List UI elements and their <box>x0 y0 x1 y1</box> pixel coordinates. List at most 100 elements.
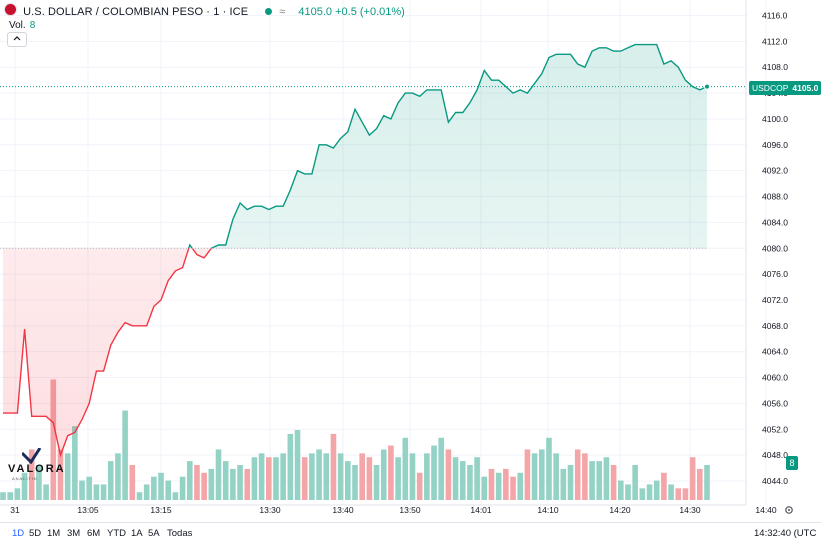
volume-bar <box>553 453 559 500</box>
y-tick-label: 4092.0 <box>762 166 788 176</box>
volume-bar <box>653 480 660 500</box>
volume-bar <box>244 468 251 500</box>
period-6m[interactable]: 6M <box>87 528 101 539</box>
volume-bar <box>258 453 265 500</box>
volume-bar <box>330 433 337 500</box>
volume-bar <box>582 453 588 500</box>
y-tick-label: 4044.0 <box>762 476 788 486</box>
period-5d[interactable]: 5D <box>29 528 42 539</box>
period-5a[interactable]: 5A <box>148 528 160 539</box>
volume-bar <box>186 461 193 500</box>
volume-bar <box>165 480 172 500</box>
volume-bar <box>215 449 222 500</box>
market-status-dot-icon <box>265 8 273 15</box>
volume-bar <box>574 449 581 500</box>
volume-bar <box>28 449 35 500</box>
x-tick-label: 14:20 <box>609 505 631 515</box>
volume-bar <box>510 476 516 500</box>
period-3m[interactable]: 3M <box>67 528 81 539</box>
volume-bars <box>0 379 710 500</box>
volume-bar <box>431 445 437 500</box>
x-tick-label: 13:40 <box>332 505 354 515</box>
volume-bar <box>64 453 71 500</box>
volume-bar <box>115 453 121 500</box>
volume-bar <box>129 465 136 500</box>
volume-bar <box>388 445 394 500</box>
volume-bar <box>661 472 667 500</box>
volume-bar <box>467 465 473 500</box>
volume-bar <box>265 457 272 500</box>
symbol-title[interactable]: U.S. DOLLAR / COLOMBIAN PESO · 1 · ICE <box>23 6 249 18</box>
volume-label: Vol. <box>9 20 26 31</box>
volume-bar <box>222 461 229 500</box>
volume-bar <box>93 484 100 500</box>
volume-bar <box>380 449 387 500</box>
volume-bar <box>646 484 653 500</box>
period-all[interactable]: Todas <box>167 528 193 539</box>
volume-value: 8 <box>29 20 36 31</box>
chevron-up-icon <box>13 36 21 41</box>
approx-icon: ≈ <box>279 6 286 18</box>
y-tick-label: 4108.0 <box>762 62 788 72</box>
volume-bar <box>79 480 85 500</box>
price-line-below <box>3 248 214 458</box>
volume-bar <box>495 472 502 500</box>
volume-tag: 8 <box>786 456 798 470</box>
volume-bar <box>323 453 330 500</box>
x-tick-label: 31 <box>10 505 20 515</box>
volume-bar <box>359 453 365 500</box>
volume-bar <box>7 492 13 500</box>
volume-bar <box>409 453 416 500</box>
period-ytd[interactable]: YTD <box>107 528 126 539</box>
volume-bar <box>0 492 6 500</box>
y-tick-label: 4072.0 <box>762 295 788 305</box>
volume-bar <box>531 453 538 500</box>
volume-bar <box>452 457 459 500</box>
volume-bar <box>294 430 301 500</box>
volume-bar <box>172 492 179 500</box>
us-flag-icon <box>4 3 17 16</box>
x-tick-label: 13:30 <box>259 505 281 515</box>
volume-bar <box>668 484 674 500</box>
volume-bar <box>445 449 452 500</box>
volume-bar <box>697 468 703 500</box>
logo-text: VALORA <box>8 463 66 475</box>
volume-bar <box>488 468 495 500</box>
collapse-legend-button[interactable] <box>7 32 27 47</box>
volume-bar <box>625 484 631 500</box>
volume-legend: Vol. 8 <box>9 20 35 31</box>
volume-bar <box>107 461 114 500</box>
y-tick-label: 4064.0 <box>762 347 788 357</box>
volume-bar <box>337 453 344 500</box>
volume-bar <box>316 449 322 500</box>
legend-price: 4105.0 <box>298 6 333 18</box>
volume-bar <box>143 484 150 500</box>
volume-bar <box>416 472 423 500</box>
volume-bar <box>366 457 373 500</box>
volume-bar <box>309 453 315 500</box>
volume-bar <box>273 457 279 500</box>
settings-gear-icon[interactable] <box>784 505 794 515</box>
volume-bar <box>14 488 21 500</box>
period-1a[interactable]: 1A <box>131 528 143 539</box>
volume-bar <box>617 480 624 500</box>
volume-bar <box>424 453 430 500</box>
price-tag-symbol: USDCOP <box>752 83 789 93</box>
y-tick-label: 4112.0 <box>762 36 788 46</box>
period-1m[interactable]: 1M <box>47 528 61 539</box>
y-tick-label: 4080.0 <box>762 243 788 253</box>
volume-bar <box>179 476 186 500</box>
chart-legend: U.S. DOLLAR / COLOMBIAN PESO · 1 · ICE ≈… <box>4 3 405 18</box>
volume-bar <box>208 468 215 500</box>
volume-bar <box>395 457 401 500</box>
volume-bar <box>287 433 294 500</box>
period-1d[interactable]: 1D <box>12 528 25 539</box>
price-tag-value: 4105.0 <box>792 83 819 93</box>
volume-bar <box>86 476 93 500</box>
volume-bar <box>136 492 143 500</box>
volume-bar <box>402 437 409 500</box>
price-line-above <box>188 43 708 249</box>
logo-subtext: ANALITIK <box>12 476 38 481</box>
volume-bar <box>43 484 49 500</box>
y-tick-label: 4052.0 <box>762 424 788 434</box>
